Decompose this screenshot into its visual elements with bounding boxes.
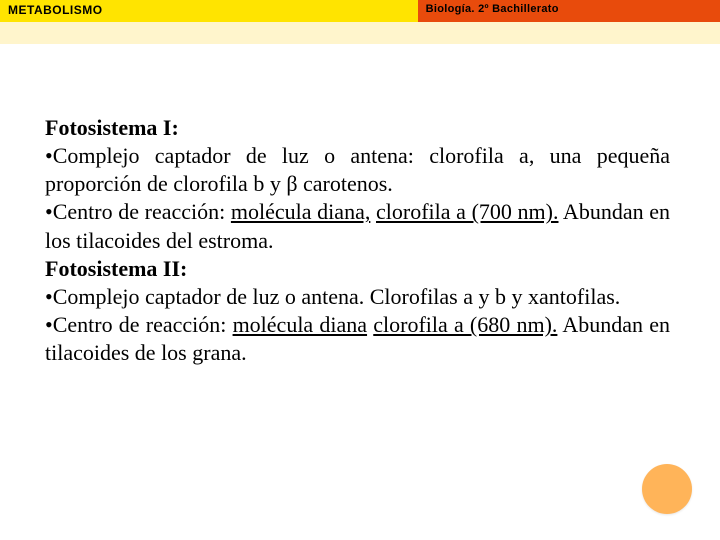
fs2-b2-u1: molécula diana — [233, 312, 367, 337]
decorative-circle-icon — [642, 464, 692, 514]
fs1-b2-u1: molécula diana, — [231, 199, 370, 224]
fs1-b2-u2: clorofila a (700 nm). — [376, 199, 559, 224]
fs1-bullet-2: •Centro de reacción: molécula diana, clo… — [45, 198, 670, 254]
fs1-bullet-1: •Complejo captador de luz o antena: clor… — [45, 142, 670, 198]
header-left-label: METABOLISMO — [0, 0, 418, 22]
fs1-heading: Fotosistema I: — [45, 114, 670, 142]
fs2-b2-pre: •Centro de reacción: — [45, 312, 233, 337]
slide-body: Fotosistema I: •Complejo captador de luz… — [0, 44, 720, 387]
fs2-heading: Fotosistema II: — [45, 255, 670, 283]
fs2-bullet-1: •Complejo captador de luz o antena. Clor… — [45, 283, 670, 311]
header-sub-band — [0, 22, 720, 44]
fs1-b2-pre: •Centro de reacción: — [45, 199, 231, 224]
header-right-label: Biología. 2º Bachillerato — [418, 0, 720, 22]
slide-header: METABOLISMO Biología. 2º Bachillerato — [0, 0, 720, 22]
fs2-bullet-2: •Centro de reacción: molécula diana clor… — [45, 311, 670, 367]
fs2-b2-u2: clorofila a (680 nm). — [373, 312, 557, 337]
